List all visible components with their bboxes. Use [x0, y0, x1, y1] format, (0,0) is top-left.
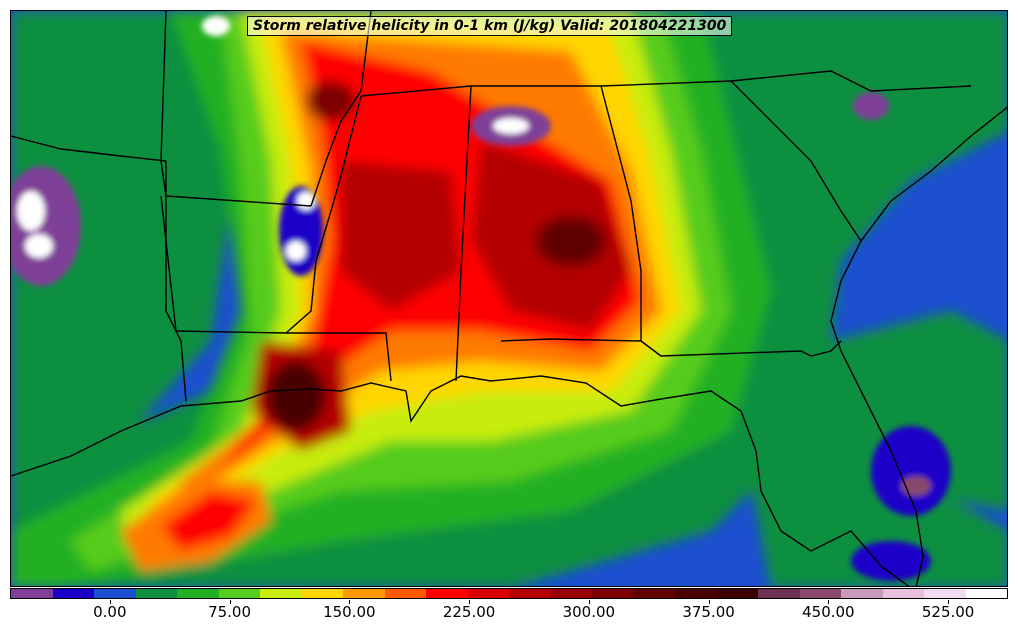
helicity-map: Storm relative helicity in 0-1 km (J/kg)… — [10, 10, 1008, 587]
purple-patch-northeast — [853, 92, 889, 120]
colorbar-segment — [135, 589, 177, 598]
red-plume-gulf — [161, 491, 256, 551]
maroon-core-north — [306, 81, 356, 121]
colorbar-tick-label: 0.00 — [93, 603, 127, 621]
colorbar-segment — [965, 589, 1007, 598]
colorbar-segment — [550, 589, 592, 598]
field-layers — [11, 11, 1007, 586]
colorbar-tick-mark — [469, 600, 471, 604]
colorbar-segment — [924, 589, 966, 598]
state-line-louisiana-mississippi — [285, 95, 362, 334]
coastline-atlantic — [830, 106, 1007, 586]
state-line-louisiana-east — [286, 332, 392, 382]
state-line-mississippi-river — [310, 11, 372, 207]
state-line-georgia-sc — [730, 80, 862, 242]
white-patch-lake — [493, 118, 529, 134]
colorbar-tick-label: 150.00 — [323, 603, 376, 621]
green-band-southeast — [831, 311, 1007, 511]
colorbar-segment — [509, 589, 551, 598]
colorbar-segment — [384, 589, 426, 598]
colorbar-tick-mark — [948, 600, 950, 604]
maroon-core-louisiana — [266, 361, 326, 431]
colorbar-segment — [11, 589, 53, 598]
colorbar-segment — [94, 589, 136, 598]
colorbar-tick-mark — [708, 600, 710, 604]
blue-patch-florida — [871, 426, 951, 516]
colorbar-segment — [426, 589, 468, 598]
colorbar-tick-label: 225.00 — [442, 603, 496, 621]
white-patch-mississippi-1 — [286, 241, 306, 261]
helicity-field — [11, 11, 1007, 586]
colorbar-tick-label: 75.00 — [208, 603, 252, 621]
map-title: Storm relative helicity in 0-1 km (J/kg)… — [247, 16, 733, 36]
colorbar-tick-label: 450.00 — [802, 603, 855, 621]
state-line-georgia-florida — [810, 340, 842, 357]
colorbar-segment — [343, 589, 385, 598]
colorbar-segment — [675, 589, 717, 598]
coastline — [11, 375, 910, 586]
state-line-tennessee — [360, 80, 732, 97]
colorbar-tick-label: 525.00 — [921, 603, 975, 621]
colorbar-segment — [177, 589, 219, 598]
state-line-florida-panhandle — [500, 338, 812, 357]
colorbar-segment — [467, 589, 509, 598]
colorbar-segment — [841, 589, 883, 598]
state-line-texas-arkansas — [160, 11, 312, 207]
colorbar-segment — [882, 589, 924, 598]
colorbar-segment — [758, 589, 800, 598]
colorbar-tick-label: 375.00 — [682, 603, 735, 621]
colorbar-segment — [218, 589, 260, 598]
purple-patch-florida — [901, 476, 931, 496]
state-line-nc-sc — [730, 70, 972, 92]
boundaries — [11, 11, 1007, 586]
colorbar-tick-mark — [349, 600, 351, 604]
colorbar-segment — [633, 589, 675, 598]
white-patch-texas-2 — [25, 234, 53, 258]
state-line-mississippi-alabama — [455, 85, 472, 382]
colorbar-segment — [260, 589, 302, 598]
colorbar-tick-mark — [828, 600, 830, 604]
dark-red-region-central — [341, 161, 461, 311]
green-band-east — [711, 11, 1007, 586]
state-line-oklahoma-texas — [11, 135, 167, 162]
maroon-core-alabama — [536, 216, 606, 266]
colorbar-tick-label: 300.00 — [562, 603, 616, 621]
colorbar — [10, 588, 1008, 599]
colorbar-segment — [716, 589, 758, 598]
blue-patch-southeast — [851, 541, 931, 581]
colorbar-tick-mark — [109, 600, 111, 604]
field-spots — [11, 16, 951, 581]
colorbar-segment — [592, 589, 634, 598]
white-patch-texas-1 — [17, 191, 45, 231]
colorbar-segment — [52, 589, 94, 598]
colorbar-ticks: 0.00 75.00 150.00 225.00 300.00 375.00 450.00 5… — [10, 600, 1008, 630]
colorbar-tick-mark — [229, 600, 231, 604]
colorbar-segment — [799, 589, 841, 598]
colorbar-segment — [301, 589, 343, 598]
state-line-arkansas-louisiana — [160, 195, 287, 334]
colorbar-tick-mark — [588, 600, 590, 604]
white-patch-north — [202, 16, 230, 36]
